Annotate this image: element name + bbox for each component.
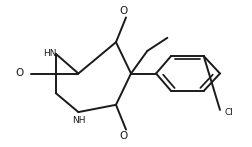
Text: O: O: [119, 6, 128, 16]
Text: Cl: Cl: [225, 108, 234, 117]
Text: O: O: [119, 131, 128, 141]
Text: NH: NH: [72, 116, 85, 125]
Text: O: O: [15, 69, 24, 78]
Text: HN: HN: [44, 49, 57, 58]
